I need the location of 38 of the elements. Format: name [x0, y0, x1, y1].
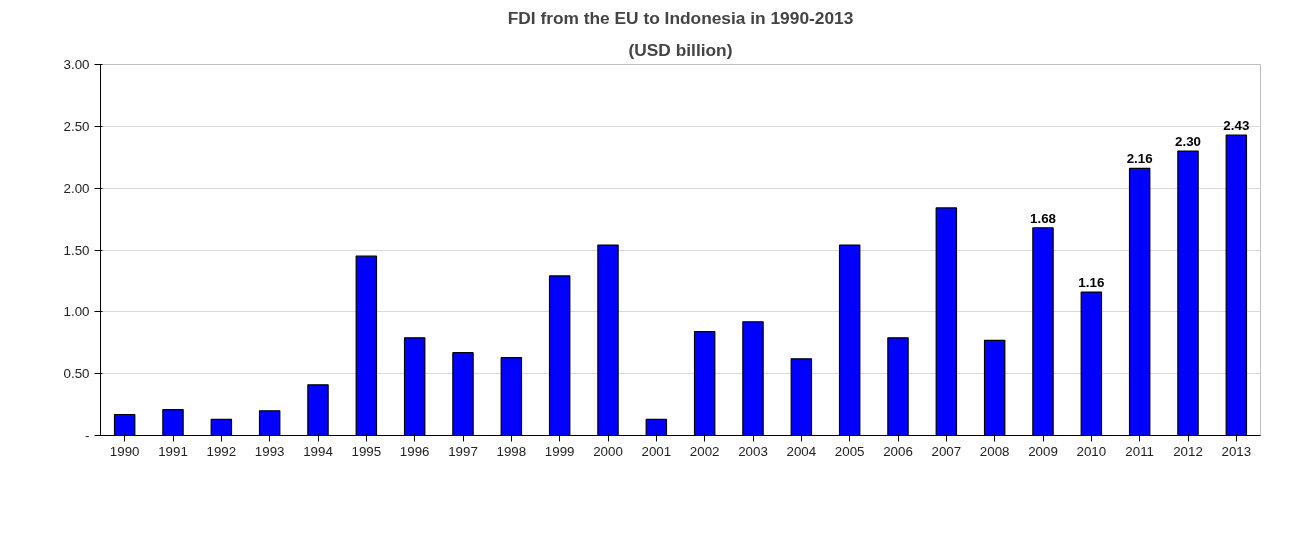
y-tick-label: 0.50 — [63, 366, 90, 382]
x-tick-label: 1992 — [206, 443, 237, 459]
x-tick-label: 2008 — [979, 443, 1010, 459]
x-tick-label: 2013 — [1221, 443, 1252, 459]
x-tick-label: 2005 — [834, 443, 865, 459]
x-tick-label: 2001 — [641, 443, 672, 459]
chart-subtitle: (USD billion) — [628, 39, 733, 60]
chart-title: FDI from the EU to Indonesia in 1990-2013 — [507, 7, 854, 28]
x-tick-label: 1993 — [254, 443, 285, 459]
x-tick-label: 1990 — [109, 443, 140, 459]
x-tick-label: 1998 — [496, 443, 527, 459]
x-tick-label: 2003 — [738, 443, 768, 459]
x-tick-label: 2004 — [786, 443, 817, 459]
x-tick-label: 1999 — [544, 443, 575, 459]
y-tick-label: 2.50 — [63, 118, 90, 134]
y-tick-label: 2.00 — [63, 180, 90, 196]
x-tick-label: 2010 — [1076, 443, 1107, 459]
data-label: 1.16 — [1078, 275, 1105, 291]
x-tick-label: 2006 — [883, 443, 913, 459]
x-tick-label: 2000 — [593, 443, 623, 459]
x-tick-label: 1994 — [303, 443, 334, 459]
x-tick-label: 2002 — [689, 443, 720, 459]
y-tick-label: 1.50 — [63, 242, 90, 258]
x-tick-label: 2009 — [1028, 443, 1058, 459]
data-label: 2.16 — [1126, 151, 1153, 167]
data-label: 1.68 — [1030, 210, 1056, 226]
y-tick-label: 3.00 — [63, 57, 90, 72]
x-tick-label: 1991 — [158, 443, 188, 459]
data-label: 2.30 — [1175, 134, 1201, 150]
x-tick-label: 1997 — [448, 443, 478, 459]
y-tick-label: - — [85, 428, 90, 443]
x-tick-label: 2011 — [1125, 443, 1155, 459]
x-tick-label: 1995 — [351, 443, 382, 459]
y-tick-label: 1.00 — [63, 304, 90, 320]
x-tick-label: 1996 — [399, 443, 430, 459]
x-tick-label: 2012 — [1173, 443, 1203, 459]
data-label: 2.43 — [1223, 117, 1250, 133]
x-tick-label: 2007 — [931, 443, 962, 459]
